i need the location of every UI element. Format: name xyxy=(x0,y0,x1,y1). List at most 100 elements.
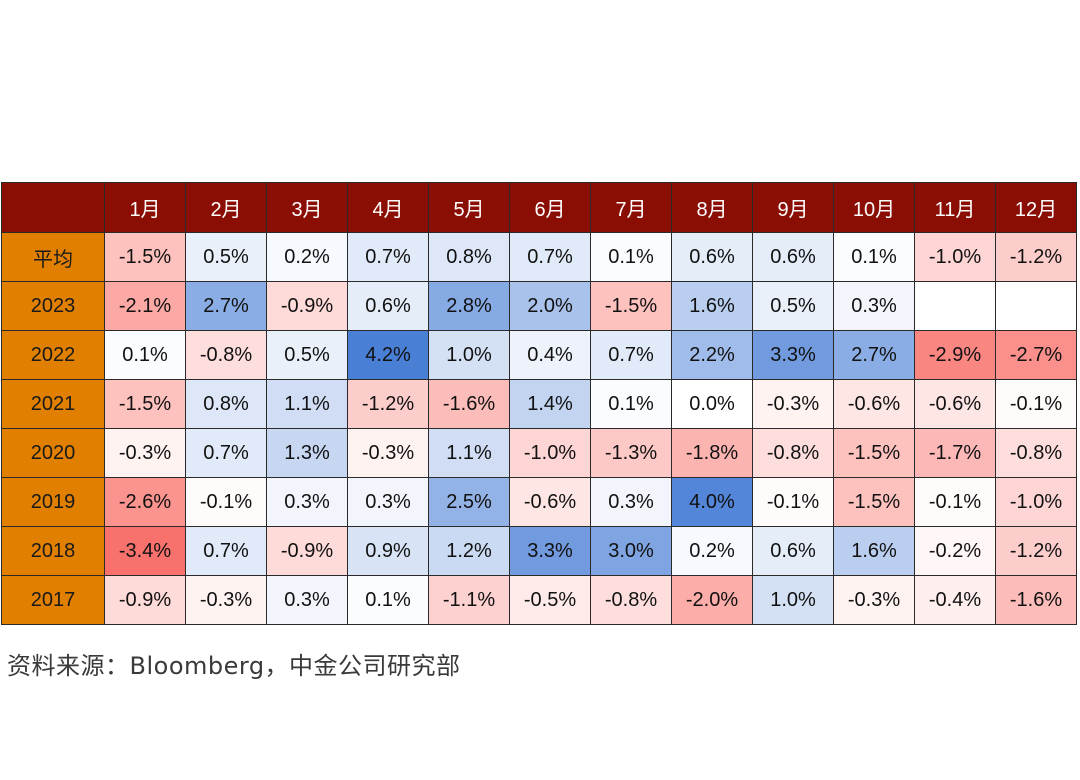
heatmap-cell: -0.8% xyxy=(185,330,267,380)
heatmap-cell: 0.9% xyxy=(347,526,429,576)
column-header: 10月 xyxy=(833,182,915,233)
heatmap-cell: -3.4% xyxy=(104,526,186,576)
heatmap-cell: 0.5% xyxy=(185,232,267,282)
heatmap-cell: -0.6% xyxy=(833,379,915,429)
column-header: 6月 xyxy=(509,182,591,233)
heatmap-cell xyxy=(995,281,1077,331)
column-header: 2月 xyxy=(185,182,267,233)
header-row: 1月 2月 3月 4月 5月 6月 7月 8月 9月 10月 11月 12月 xyxy=(1,182,1077,233)
heatmap-cell: 0.0% xyxy=(671,379,753,429)
column-header: 8月 xyxy=(671,182,753,233)
heatmap-cell: -0.1% xyxy=(185,477,267,527)
heatmap-body: 平均 -1.5% 0.5% 0.2% 0.7% 0.8% 0.7% 0.1% 0.6% 0.6% 0… xyxy=(1,232,1077,625)
heatmap-cell: 1.1% xyxy=(266,379,348,429)
heatmap-cell: -1.0% xyxy=(914,232,996,282)
heatmap-cell: -0.3% xyxy=(104,428,186,478)
heatmap-cell: 2.2% xyxy=(671,330,753,380)
heatmap-cell: 1.1% xyxy=(428,428,510,478)
heatmap-cell: -1.5% xyxy=(833,428,915,478)
heatmap-cell: 0.7% xyxy=(185,526,267,576)
heatmap-cell: -1.7% xyxy=(914,428,996,478)
heatmap-cell: 0.3% xyxy=(347,477,429,527)
heatmap-cell: 2.7% xyxy=(833,330,915,380)
heatmap-cell: 0.7% xyxy=(590,330,672,380)
heatmap-cell: -2.0% xyxy=(671,575,753,625)
heatmap-cell: 1.0% xyxy=(428,330,510,380)
heatmap-cell: 0.1% xyxy=(833,232,915,282)
heatmap-cell: -0.3% xyxy=(752,379,834,429)
heatmap-cell: 0.6% xyxy=(347,281,429,331)
heatmap-cell: -0.8% xyxy=(590,575,672,625)
heatmap-cell: 0.4% xyxy=(509,330,591,380)
heatmap-cell: 0.7% xyxy=(509,232,591,282)
heatmap-cell: -1.5% xyxy=(104,232,186,282)
heatmap-cell: -1.0% xyxy=(995,477,1077,527)
heatmap-cell: 0.1% xyxy=(347,575,429,625)
heatmap-cell: -0.5% xyxy=(509,575,591,625)
row-label: 平均 xyxy=(1,232,105,282)
column-header: 1月 xyxy=(104,182,186,233)
heatmap-cell: 0.2% xyxy=(671,526,753,576)
heatmap-cell: 1.2% xyxy=(428,526,510,576)
heatmap-cell: 0.3% xyxy=(266,477,348,527)
heatmap-cell: 1.4% xyxy=(509,379,591,429)
heatmap-cell: -0.3% xyxy=(347,428,429,478)
heatmap-cell: 2.5% xyxy=(428,477,510,527)
heatmap-cell: -2.6% xyxy=(104,477,186,527)
heatmap-cell: 2.8% xyxy=(428,281,510,331)
heatmap-table: 1月 2月 3月 4月 5月 6月 7月 8月 9月 10月 11月 12月 平均 -1.5% 0.5% 0… xyxy=(1,182,1077,625)
row-label: 2018 xyxy=(1,526,105,576)
heatmap-cell: 0.5% xyxy=(266,330,348,380)
heatmap-cell: -0.3% xyxy=(185,575,267,625)
heatmap-cell: -1.2% xyxy=(347,379,429,429)
heatmap-cell: 0.6% xyxy=(671,232,753,282)
heatmap-cell: -1.8% xyxy=(671,428,753,478)
column-header: 4月 xyxy=(347,182,429,233)
heatmap-cell: -0.6% xyxy=(914,379,996,429)
heatmap-cell: -1.0% xyxy=(509,428,591,478)
table-row: 2023 -2.1% 2.7% -0.9% 0.6% 2.8% 2.0% -1.5% 1.6% 0… xyxy=(1,281,1077,331)
heatmap-cell: 0.1% xyxy=(104,330,186,380)
heatmap-cell: 1.6% xyxy=(833,526,915,576)
heatmap-cell: -2.9% xyxy=(914,330,996,380)
heatmap-cell: 0.3% xyxy=(833,281,915,331)
heatmap-cell: 0.5% xyxy=(752,281,834,331)
table-row: 平均 -1.5% 0.5% 0.2% 0.7% 0.8% 0.7% 0.1% 0.6% 0.6% 0… xyxy=(1,232,1077,282)
row-label: 2020 xyxy=(1,428,105,478)
heatmap-cell: 3.3% xyxy=(509,526,591,576)
heatmap-cell: -1.3% xyxy=(590,428,672,478)
corner-cell xyxy=(1,182,105,233)
heatmap-cell: 4.2% xyxy=(347,330,429,380)
heatmap-cell: 0.3% xyxy=(266,575,348,625)
heatmap-cell: -1.6% xyxy=(995,575,1077,625)
heatmap-cell: -0.8% xyxy=(752,428,834,478)
heatmap-cell: 0.1% xyxy=(590,232,672,282)
heatmap-cell: 1.6% xyxy=(671,281,753,331)
table-row: 2019 -2.6% -0.1% 0.3% 0.3% 2.5% -0.6% 0.3% 4.0% -… xyxy=(1,477,1077,527)
heatmap-cell: 2.0% xyxy=(509,281,591,331)
heatmap-cell: 0.2% xyxy=(266,232,348,282)
heatmap-cell: 0.8% xyxy=(428,232,510,282)
table-row: 2020 -0.3% 0.7% 1.3% -0.3% 1.1% -1.0% -1.3% -1.8… xyxy=(1,428,1077,478)
heatmap-cell: -0.9% xyxy=(266,281,348,331)
heatmap-cell: -2.7% xyxy=(995,330,1077,380)
heatmap-cell: -0.4% xyxy=(914,575,996,625)
heatmap-cell: -0.1% xyxy=(752,477,834,527)
column-header: 7月 xyxy=(590,182,672,233)
table-row: 2022 0.1% -0.8% 0.5% 4.2% 1.0% 0.4% 0.7% 2.2% 3.3… xyxy=(1,330,1077,380)
heatmap-cell: -0.1% xyxy=(995,379,1077,429)
heatmap-cell: 0.7% xyxy=(185,428,267,478)
source-note: 资料来源：Bloomberg，中金公司研究部 xyxy=(7,652,461,680)
heatmap-cell: -1.6% xyxy=(428,379,510,429)
row-label: 2023 xyxy=(1,281,105,331)
row-label: 2019 xyxy=(1,477,105,527)
heatmap-cell: -2.1% xyxy=(104,281,186,331)
column-header: 11月 xyxy=(914,182,996,233)
heatmap-cell: -0.2% xyxy=(914,526,996,576)
heatmap-cell: -1.5% xyxy=(833,477,915,527)
heatmap-cell: -0.1% xyxy=(914,477,996,527)
heatmap-cell: 0.6% xyxy=(752,232,834,282)
heatmap-cell: 0.6% xyxy=(752,526,834,576)
heatmap-cell: -1.5% xyxy=(104,379,186,429)
row-label: 2021 xyxy=(1,379,105,429)
